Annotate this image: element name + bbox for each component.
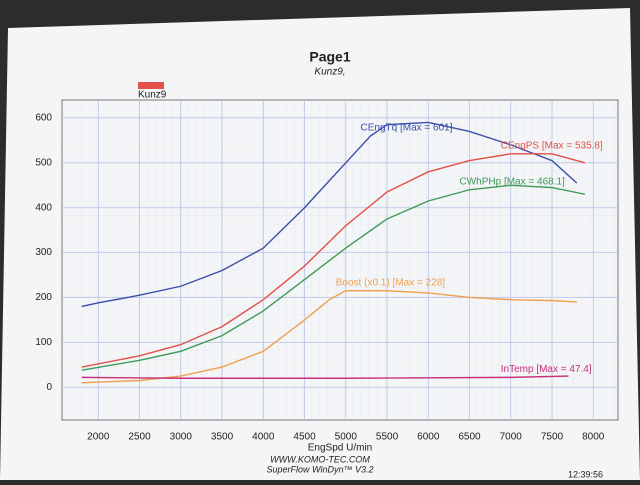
x-tick-label: 8000 xyxy=(582,432,605,443)
y-tick-label: 200 xyxy=(35,292,52,303)
y-tick-label: 500 xyxy=(35,157,52,168)
x-tick-label: 5500 xyxy=(376,432,399,443)
x-tick-label: 5000 xyxy=(335,432,358,443)
series-label: Boost (x0.1) [Max = 228] xyxy=(336,277,445,288)
x-tick-label: 7500 xyxy=(541,432,564,443)
series-line xyxy=(81,121,578,308)
x-tick-label: 3000 xyxy=(170,432,193,443)
series-line xyxy=(81,153,586,368)
y-tick-label: 300 xyxy=(35,247,52,258)
x-tick-label: 7000 xyxy=(500,432,523,443)
series-label: CEngTq [Max = 601] xyxy=(361,123,453,134)
footer: WWW.KOMO-TEC.COM xyxy=(270,454,370,464)
x-tick-label: 6500 xyxy=(458,432,481,443)
series-line xyxy=(81,290,577,384)
x-tick-label: 2000 xyxy=(87,432,110,443)
x-tick-label: 2500 xyxy=(128,432,151,443)
x-tick-label: 3500 xyxy=(211,432,234,443)
footer: SuperFlow WinDyn™ V3.2 xyxy=(267,464,374,474)
series-label: CWhPHp [Max = 468.1] xyxy=(460,176,566,187)
chart-subtitle: Kunz9, xyxy=(314,67,345,78)
series-line xyxy=(81,184,586,371)
series-label: CEngPS [Max = 535.8] xyxy=(501,140,603,151)
y-tick-label: 0 xyxy=(46,382,52,393)
x-tick-label: 4000 xyxy=(252,432,275,443)
y-tick-label: 100 xyxy=(35,337,52,348)
chart-title: Page1 xyxy=(309,49,350,65)
series-line xyxy=(81,375,569,379)
x-axis-label: EngSpd U/min xyxy=(308,443,372,454)
series-label: InTemp [Max = 47.4] xyxy=(501,364,592,375)
timestamp: 12:39:56 xyxy=(568,469,603,479)
y-tick-label: 600 xyxy=(35,113,52,124)
y-tick-label: 400 xyxy=(35,202,52,213)
legend-label: Kunz9 xyxy=(138,90,167,101)
legend-swatch xyxy=(138,82,164,89)
x-tick-label: 6000 xyxy=(417,432,440,443)
x-tick-label: 4500 xyxy=(293,432,316,443)
